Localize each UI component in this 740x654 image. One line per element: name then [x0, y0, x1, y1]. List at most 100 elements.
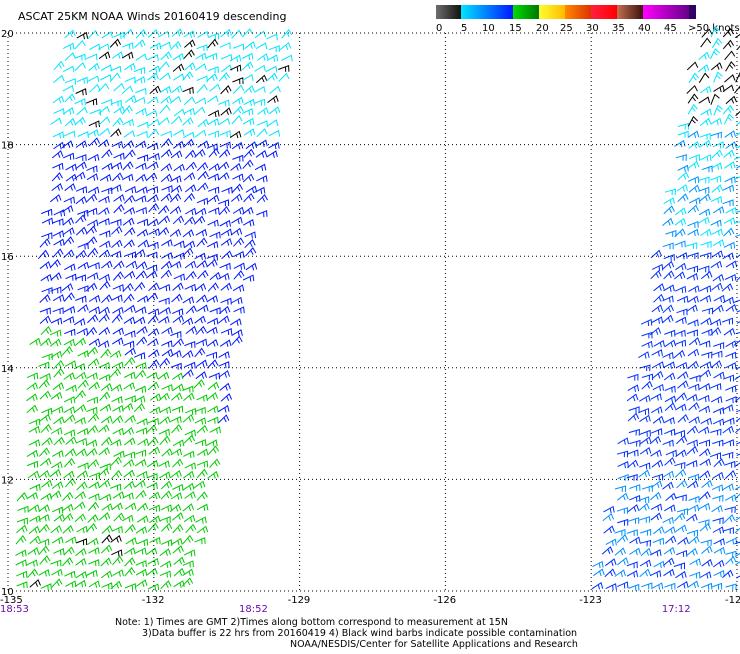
wind-barb — [700, 119, 711, 126]
wind-barb — [221, 55, 232, 61]
wind-barb — [146, 252, 157, 258]
wind-barb — [30, 580, 41, 587]
wind-barb — [197, 470, 207, 478]
wind-barb — [701, 584, 712, 590]
wind-barb — [701, 242, 712, 248]
wind-barb — [675, 340, 686, 346]
wind-barb — [687, 62, 698, 70]
lat-tick-label: 10 — [1, 587, 14, 598]
wind-barb — [88, 155, 99, 161]
wind-barb — [724, 75, 735, 82]
wind-barb — [678, 538, 689, 545]
wind-barb — [100, 392, 110, 400]
wind-barb — [138, 240, 149, 247]
wind-barb — [161, 131, 172, 137]
wind-barb — [89, 307, 100, 314]
wind-barb — [110, 220, 121, 226]
wind-barb — [75, 339, 86, 346]
wind-barb — [148, 55, 159, 61]
wind-barb — [246, 142, 257, 149]
wind-barb — [196, 360, 207, 367]
wind-barb — [135, 386, 146, 392]
wind-barb — [29, 527, 40, 534]
wind-barb — [64, 330, 75, 336]
wind-barb — [183, 504, 194, 511]
wind-barb — [700, 296, 711, 303]
wind-barb — [725, 551, 736, 557]
wind-barb — [54, 514, 65, 521]
wind-barb — [218, 406, 229, 413]
colorbar-segment — [565, 5, 591, 19]
wind-barb — [124, 272, 135, 279]
wind-barb — [736, 108, 740, 116]
wind-barb — [159, 298, 170, 304]
wind-barb — [678, 172, 689, 179]
wind-barb — [39, 448, 49, 456]
wind-barb — [664, 255, 675, 261]
wind-barb — [65, 415, 76, 422]
wind-barb — [198, 120, 209, 127]
wind-barb — [51, 428, 62, 435]
wind-barb — [54, 239, 65, 246]
wind-barb — [158, 228, 169, 236]
wind-barb — [185, 217, 196, 225]
wind-barb — [195, 284, 206, 291]
wind-barb — [197, 261, 208, 268]
wind-barb — [639, 517, 649, 523]
wind-barb — [41, 584, 52, 590]
wind-barb — [111, 227, 122, 235]
wind-barb — [65, 184, 76, 191]
wind-barb — [710, 384, 721, 390]
wind-barb — [666, 451, 677, 457]
wind-barb — [675, 470, 686, 478]
wind-barb — [136, 271, 146, 279]
wind-barb — [678, 124, 689, 130]
wind-barb — [123, 460, 134, 467]
wind-barb — [113, 406, 124, 413]
wind-barb — [663, 472, 674, 479]
wind-barb — [677, 296, 688, 302]
wind-barb — [75, 559, 86, 566]
wind-barb — [158, 373, 169, 380]
wind-barb — [51, 462, 62, 469]
wind-barb — [712, 496, 723, 502]
wind-barb — [183, 472, 194, 479]
wind-barb — [186, 162, 197, 170]
wind-barb — [713, 240, 724, 247]
wind-barb — [147, 461, 158, 468]
wind-barb — [232, 156, 243, 162]
wind-barb — [112, 503, 123, 510]
wind-barb — [136, 54, 147, 60]
wind-barb — [40, 239, 50, 247]
wind-barb — [184, 342, 195, 348]
wind-barb — [159, 216, 170, 223]
wind-barb — [687, 86, 698, 94]
wind-barb — [123, 120, 134, 127]
wind-barb — [713, 142, 724, 149]
wind-barb — [174, 558, 185, 565]
wind-barb — [124, 548, 135, 555]
wind-barb — [711, 132, 722, 138]
wind-barb — [243, 119, 254, 126]
wind-barb — [50, 491, 61, 498]
wind-barb — [172, 485, 183, 491]
wind-barb — [195, 53, 206, 60]
wind-barb — [77, 108, 88, 115]
wind-barb — [218, 162, 229, 169]
wind-barb — [160, 561, 171, 568]
wind-barb — [675, 208, 686, 215]
wind-barb — [99, 448, 110, 455]
wind-barb — [66, 274, 77, 280]
wind-barb — [102, 164, 113, 171]
wind-barb — [713, 306, 724, 313]
wind-barb — [150, 86, 161, 93]
wind-barb — [161, 540, 172, 546]
wind-barb — [149, 492, 160, 499]
wind-barb — [232, 30, 242, 38]
wind-barb — [101, 545, 111, 553]
wind-barb — [689, 572, 700, 578]
wind-barb — [689, 142, 700, 149]
wind-barb — [111, 471, 121, 479]
wind-barb — [183, 230, 194, 237]
wind-barb — [160, 87, 171, 94]
